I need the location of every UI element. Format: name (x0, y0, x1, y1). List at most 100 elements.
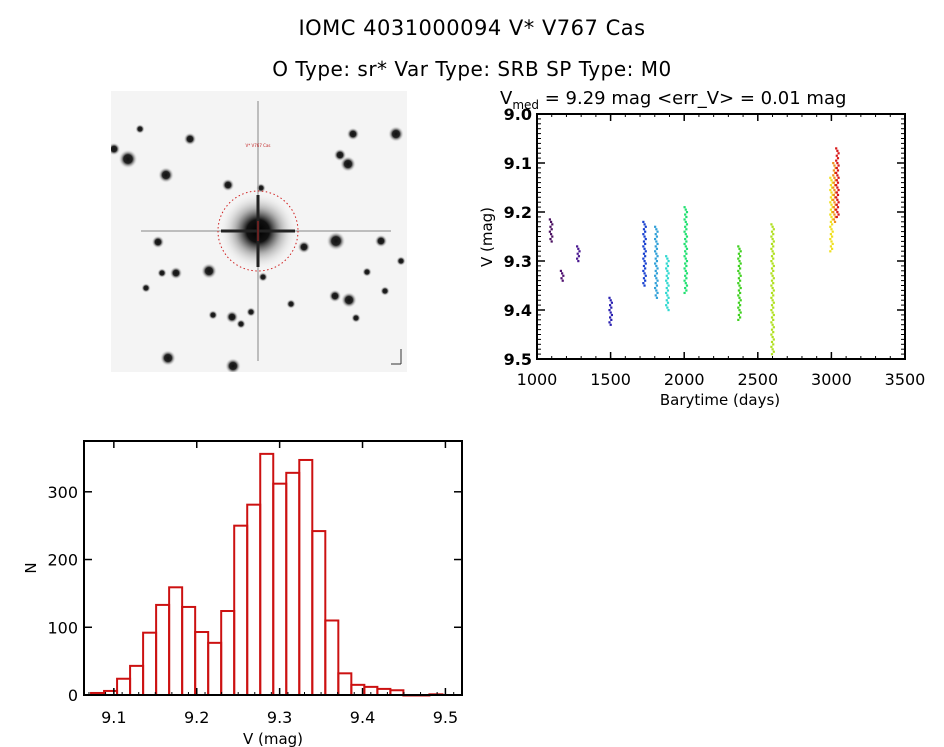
light-curve-point (829, 220, 832, 223)
light-curve-point (683, 267, 686, 270)
light-curve-point (642, 228, 646, 231)
y-tick-label: 200 (47, 551, 78, 570)
light-curve-point (834, 215, 837, 219)
light-curve-point (772, 257, 775, 260)
light-curve-point (737, 289, 740, 292)
light-curve-point (642, 282, 645, 285)
light-curve-point (771, 250, 774, 253)
light-curve-point (770, 267, 774, 270)
field-star (221, 178, 235, 192)
light-curve-point (834, 191, 837, 194)
field-stars (111, 124, 406, 372)
field-star (151, 235, 165, 249)
light-curve-point (684, 274, 687, 277)
light-curve-point (771, 225, 774, 228)
light-curve-point (644, 267, 647, 270)
light-curve-point (666, 277, 670, 280)
light-curve-point (643, 260, 646, 263)
light-curve-point (830, 179, 833, 182)
light-curve-point (738, 272, 741, 275)
field-star (201, 263, 217, 279)
light-curve-point (772, 343, 775, 346)
histogram-bar (142, 631, 158, 697)
light-curve-point (770, 279, 774, 282)
light-curve-point (835, 196, 838, 199)
x-tick-label: 9.4 (350, 708, 375, 727)
light-curve-point (771, 237, 774, 241)
light-curve-point (654, 237, 657, 241)
light-curve-point (831, 193, 834, 197)
light-curve-point (771, 311, 774, 314)
light-curve-point (644, 279, 647, 282)
light-curve-point (831, 186, 834, 189)
light-curve-point (654, 282, 657, 285)
light-curve-point (684, 250, 687, 253)
light-curve-point (836, 211, 839, 214)
light-curve-point (739, 262, 742, 265)
light-curve-point (666, 289, 670, 292)
light-curve-point (654, 294, 657, 297)
histogram-bar (116, 677, 132, 697)
field-star (157, 268, 167, 278)
light-curve-point (770, 316, 774, 319)
light-curve-point (684, 225, 687, 228)
field-star (380, 286, 390, 296)
light-curve-point (739, 291, 742, 295)
y-tick-label: 9.1 (504, 154, 532, 173)
light-curve-point (656, 291, 659, 295)
light-curve-point (772, 233, 775, 236)
light-curve-point (655, 264, 658, 268)
light-curve-point (771, 274, 774, 277)
light-curve-point (685, 223, 689, 226)
light-curve-point (666, 301, 670, 304)
light-curve-point (770, 242, 774, 246)
light-curve-point (656, 267, 659, 270)
y-tick-label: 9.0 (504, 105, 532, 124)
light-curve-point (642, 264, 646, 268)
histogram-bar (298, 458, 314, 696)
light-curve-point (830, 215, 833, 219)
light-curve-point (666, 306, 669, 309)
light-curve-point (685, 252, 688, 255)
light-curve-point (829, 176, 832, 179)
light-curve-point (772, 282, 775, 285)
y-tick-label: 9.3 (504, 252, 532, 271)
light-curve-point (655, 252, 658, 255)
x-tick-label: 1500 (590, 370, 631, 389)
histogram-bar (168, 586, 184, 697)
light-curve-point (833, 220, 837, 223)
light-curve-point (665, 274, 668, 277)
field-star (286, 299, 296, 309)
light-curve-point (836, 206, 840, 209)
light-curve-point (684, 245, 687, 248)
light-curve-point (832, 211, 835, 214)
light-curve-point (737, 318, 740, 321)
light-curve-point (684, 237, 687, 241)
light-curve-point (834, 203, 837, 206)
light-curve-point (643, 247, 646, 250)
light-curve-point (770, 284, 773, 287)
light-curve-point (644, 242, 647, 246)
light-curve-point (549, 233, 553, 236)
light-curve-point (837, 152, 840, 155)
light-curve-point (685, 284, 689, 287)
light-curve-point (770, 304, 774, 307)
x-tick-label: 2000 (664, 370, 705, 389)
light-curve-point (683, 291, 686, 295)
light-curve-point (685, 289, 688, 292)
light-curve-point (610, 301, 613, 304)
light-curve-point (831, 211, 834, 214)
light-curve-point (685, 264, 688, 268)
histogram-bar (129, 664, 145, 697)
light-curve-point (832, 169, 835, 172)
light-curve-point (771, 299, 774, 302)
light-curve-point (654, 269, 657, 272)
light-curve-point (833, 184, 837, 187)
light-curve-point (829, 208, 832, 211)
light-curve-point (772, 350, 775, 353)
light-curve-point (837, 164, 840, 167)
light-curve-point (667, 284, 670, 287)
light-curve-point (654, 257, 657, 260)
light-curve-point (654, 245, 657, 248)
light-curve-point (684, 208, 687, 211)
